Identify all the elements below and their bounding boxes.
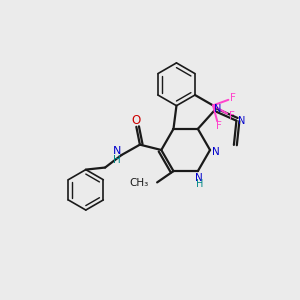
Text: H: H: [113, 154, 121, 164]
Text: F: F: [229, 111, 235, 121]
Text: F: F: [216, 121, 221, 131]
Text: N: N: [238, 116, 245, 126]
Text: N: N: [214, 104, 221, 114]
Text: CH₃: CH₃: [129, 178, 148, 188]
Text: H: H: [196, 178, 203, 189]
Text: N: N: [196, 172, 203, 183]
Text: N: N: [212, 147, 219, 158]
Text: N: N: [113, 146, 122, 157]
Text: F: F: [230, 93, 236, 103]
Text: O: O: [132, 114, 141, 127]
